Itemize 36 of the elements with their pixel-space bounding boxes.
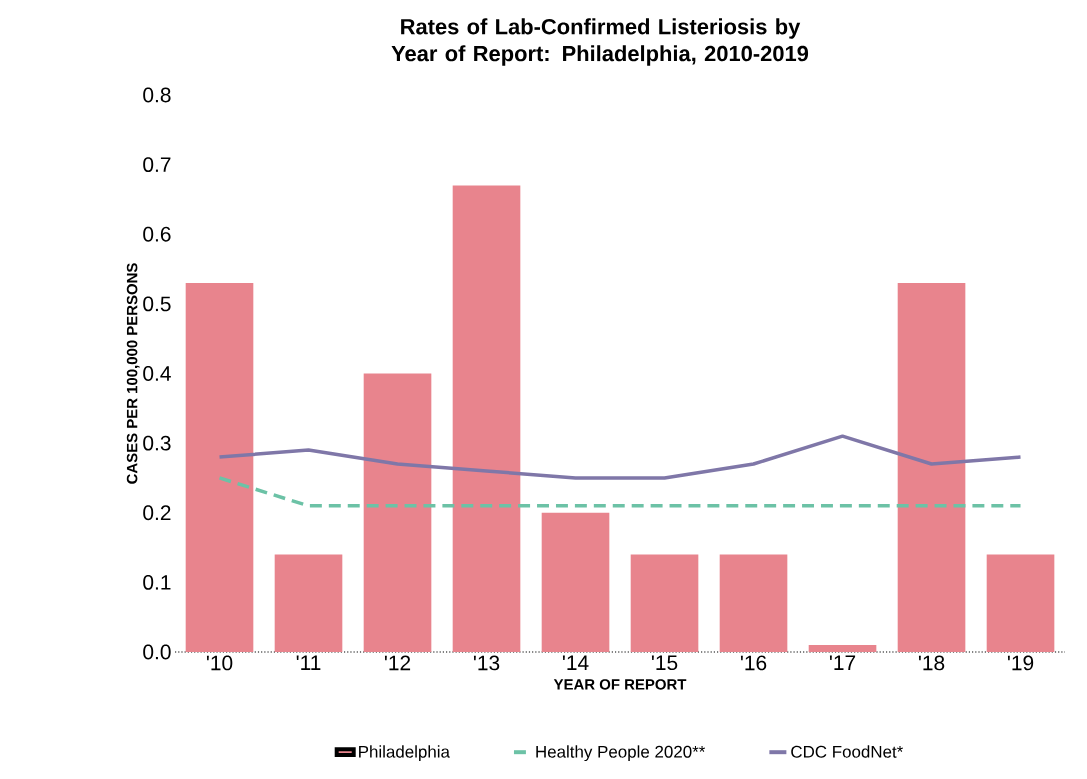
x-tick-label: '15 — [651, 655, 678, 671]
y-tick-label: 0.7 — [143, 157, 171, 173]
y-tick-label: 0.4 — [143, 366, 171, 381]
bar — [808, 645, 877, 652]
x-tick-label: '16 — [740, 655, 767, 671]
bar — [897, 282, 966, 652]
y-tick-label: 0.1 — [143, 574, 171, 590]
y-tick-label: 0.0 — [143, 644, 171, 660]
y-tick-label: 0.8 — [143, 87, 171, 103]
bar — [185, 282, 254, 652]
bar — [541, 512, 610, 652]
x-tick-label: '13 — [473, 655, 500, 671]
y-tick-label: 0.3 — [143, 435, 171, 451]
x-tick-label: '12 — [384, 655, 411, 671]
bar — [274, 554, 343, 652]
x-axis-title: YEAR OF REPORT — [553, 679, 687, 690]
bar — [986, 554, 1055, 652]
bar — [630, 554, 699, 652]
y-tick-label: 0.2 — [143, 505, 171, 521]
chart-title: Rates of Lab-Confirmed Listeriosis by Year of Report: Philadelphia, 2010-2019 — [391, 18, 809, 66]
bar — [363, 373, 432, 652]
legend-label: Healthy People 2020** — [536, 745, 706, 762]
line-series — [217, 434, 1023, 480]
legend-label: CDC FoodNet* — [791, 745, 904, 758]
x-tick-label: '17 — [829, 655, 856, 670]
legend-label: Philadelphia — [359, 745, 450, 762]
x-tick-label: '11 — [296, 655, 321, 670]
x-tick-label: '10 — [206, 655, 233, 671]
y-axis-title: CASES PER 100,000 PERSONS — [126, 263, 140, 484]
y-tick-label: 0.6 — [143, 226, 171, 242]
bar — [719, 554, 788, 652]
x-tick-label: '19 — [1007, 655, 1034, 671]
bar — [452, 185, 521, 652]
y-tick-label: 0.5 — [143, 296, 171, 312]
x-tick-label: '14 — [562, 655, 589, 670]
x-tick-label: '18 — [918, 655, 945, 671]
